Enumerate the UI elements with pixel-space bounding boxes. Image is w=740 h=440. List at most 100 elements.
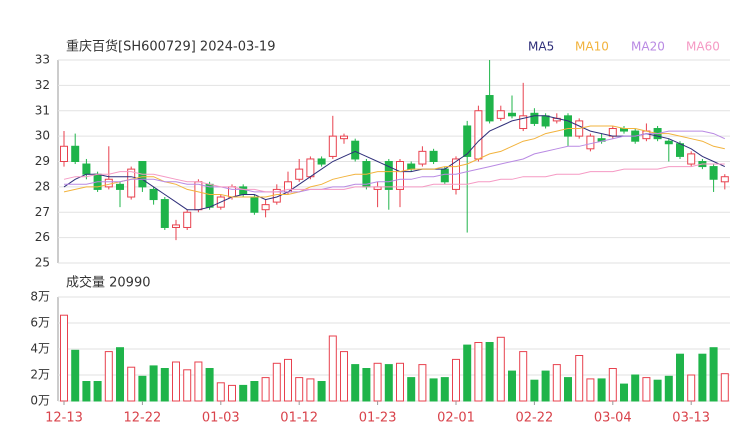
volume-bar <box>373 362 382 402</box>
y-tick-label: 28 <box>35 179 50 193</box>
candle-body <box>351 140 360 160</box>
volume-bar <box>104 351 113 402</box>
volume-bar <box>620 383 628 402</box>
volume-bar <box>519 351 528 402</box>
x-tick-label: 01-23 <box>359 411 397 426</box>
volume-bar <box>463 344 472 402</box>
volume-bar <box>440 377 449 402</box>
volume-bar <box>608 368 617 402</box>
y-tick-label: 26 <box>35 230 50 244</box>
volume-bar <box>284 358 292 402</box>
volume-bar <box>183 369 192 402</box>
candle-body <box>396 161 404 190</box>
candle-body <box>384 161 393 190</box>
candle-body <box>82 163 91 175</box>
volume-bar <box>720 373 729 402</box>
candle-body <box>149 188 158 201</box>
volume-bar <box>396 362 404 402</box>
volume-bar <box>429 378 438 402</box>
candle-body <box>664 140 673 145</box>
candle-body <box>530 112 539 124</box>
y-tick-label: 2万 <box>30 368 50 382</box>
volume-bar <box>250 381 259 402</box>
candle-body <box>71 145 80 162</box>
y-tick-label: 0万 <box>30 394 50 408</box>
x-tick-label: 12-13 <box>45 411 83 426</box>
volume-bar <box>138 375 147 402</box>
candle-body <box>127 168 136 198</box>
volume-bar <box>541 370 550 402</box>
volume-bar <box>631 374 640 402</box>
volume-bar <box>552 364 561 402</box>
candle-body <box>541 115 550 127</box>
candle-body <box>239 186 248 195</box>
volume-bar <box>530 379 539 402</box>
candle-body <box>463 125 472 157</box>
candle-body <box>407 163 416 170</box>
candle-body <box>172 224 180 228</box>
volume-bar <box>306 378 315 402</box>
y-tick-label: 25 <box>35 256 50 270</box>
ma-line <box>63 125 725 198</box>
candle-body <box>720 176 729 183</box>
x-tick-label: 01-12 <box>280 411 318 426</box>
candle-body <box>317 158 326 165</box>
candle-body <box>508 112 516 117</box>
candle-body <box>687 153 696 165</box>
volume-bar <box>295 377 304 402</box>
y-tick-label: 33 <box>35 53 50 67</box>
volume-bar <box>362 368 371 402</box>
legend-label: MA20 <box>631 40 665 54</box>
candle-body <box>676 143 684 157</box>
candle-body <box>183 211 192 228</box>
volume-bar <box>116 347 124 402</box>
candle-body <box>104 178 113 188</box>
volume-bar <box>172 361 180 402</box>
volume-bar <box>452 358 460 402</box>
volume-bar <box>508 370 516 402</box>
y-tick-label: 6万 <box>30 316 50 330</box>
candle-body <box>328 135 337 157</box>
volume-bar <box>653 379 662 402</box>
y-tick-label: 32 <box>35 78 50 92</box>
candle-body <box>642 130 651 140</box>
candle-body <box>709 166 718 180</box>
x-tick-label: 02-22 <box>516 411 554 426</box>
volume-bar <box>93 381 102 402</box>
y-tick-label: 31 <box>35 103 50 117</box>
volume-bar <box>496 336 505 402</box>
volume-bar <box>642 377 651 402</box>
candle-body <box>440 168 449 183</box>
volume-bar <box>575 355 584 402</box>
x-tick-label: 03-04 <box>594 411 632 426</box>
volume-bar <box>407 377 416 402</box>
ma-line <box>63 115 726 211</box>
y-tick-label: 4万 <box>30 342 50 356</box>
volume-bar <box>60 314 68 402</box>
candle-body <box>205 183 214 208</box>
y-tick-label: 29 <box>35 154 50 168</box>
volume-bar <box>328 335 337 402</box>
chart-title: 重庆百货[SH600729] 2024-03-19 <box>66 39 275 55</box>
candle-body <box>519 115 528 130</box>
x-tick-label: 12-22 <box>124 411 162 426</box>
candle-body <box>474 110 483 160</box>
candle-body <box>60 145 68 162</box>
volume-bar <box>485 342 494 402</box>
volume-bar <box>664 375 673 402</box>
volume-bar <box>676 353 684 402</box>
x-tick-label: 02-01 <box>437 411 475 426</box>
volume-bar <box>71 349 80 402</box>
y-tick-label: 27 <box>35 205 50 219</box>
volume-bar <box>384 364 393 402</box>
volume-bar <box>194 361 203 402</box>
legend-label: MA5 <box>528 40 554 54</box>
volume-bar <box>149 365 158 402</box>
candle-body <box>608 128 617 137</box>
candle-body <box>496 110 505 119</box>
candle-body <box>564 115 572 137</box>
volume-bar <box>474 342 483 402</box>
volume-bar <box>709 347 718 402</box>
volume-title: 成交量 20990 <box>66 275 151 291</box>
